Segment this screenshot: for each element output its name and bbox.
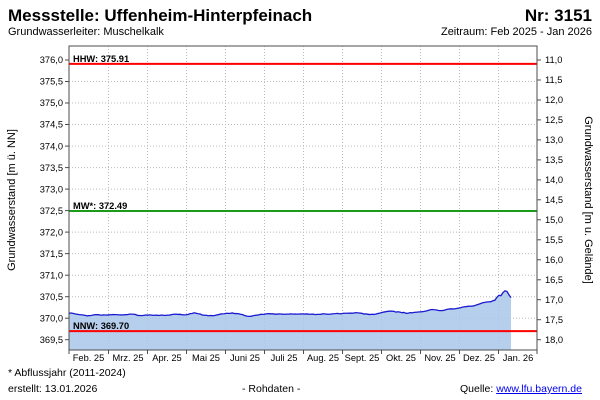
svg-text:11,5: 11,5: [545, 75, 562, 85]
svg-text:Dez. 25: Dez. 25: [463, 353, 495, 363]
svg-text:Apr. 25: Apr. 25: [152, 353, 181, 363]
svg-text:Mai 25: Mai 25: [192, 353, 220, 363]
svg-text:14,5: 14,5: [545, 195, 563, 205]
svg-text:Juli 25: Juli 25: [271, 353, 298, 363]
svg-text:372,0: 372,0: [40, 227, 63, 237]
svg-text:Juni 25: Juni 25: [230, 353, 260, 363]
svg-text:Nov. 25: Nov. 25: [424, 353, 455, 363]
svg-text:12,0: 12,0: [545, 95, 563, 105]
svg-text:Jan. 26: Jan. 26: [503, 353, 534, 363]
svg-text:372,5: 372,5: [40, 206, 63, 216]
svg-text:16,5: 16,5: [545, 275, 563, 285]
svg-text:369,5: 369,5: [40, 335, 63, 345]
svg-text:12,5: 12,5: [545, 115, 563, 125]
svg-text:371,5: 371,5: [40, 249, 63, 259]
svg-text:374,5: 374,5: [40, 120, 63, 130]
svg-text:NNW: 369.70: NNW: 369.70: [73, 321, 129, 331]
svg-text:373,0: 373,0: [40, 184, 63, 194]
svg-text:Aug. 25: Aug. 25: [307, 353, 339, 363]
svg-text:MW*: 372.49: MW*: 372.49: [73, 201, 127, 211]
svg-text:13,5: 13,5: [545, 155, 563, 165]
svg-text:Sept. 25: Sept. 25: [345, 353, 380, 363]
svg-text:17,0: 17,0: [545, 295, 563, 305]
svg-text:11,0: 11,0: [545, 55, 562, 65]
svg-text:15,0: 15,0: [545, 215, 563, 225]
svg-text:375,5: 375,5: [40, 77, 63, 87]
svg-text:HHW: 375.91: HHW: 375.91: [73, 54, 129, 64]
svg-text:17,5: 17,5: [545, 315, 563, 325]
svg-text:370,5: 370,5: [40, 292, 63, 302]
svg-text:14,0: 14,0: [545, 175, 563, 185]
svg-text:374,0: 374,0: [40, 141, 63, 151]
svg-text:Okt. 25: Okt. 25: [386, 353, 416, 363]
svg-text:15,5: 15,5: [545, 235, 563, 245]
svg-text:371,0: 371,0: [40, 270, 63, 280]
svg-text:375,0: 375,0: [40, 98, 63, 108]
svg-text:Feb. 25: Feb. 25: [73, 353, 105, 363]
svg-text:370,0: 370,0: [40, 313, 63, 323]
svg-text:Mrz. 25: Mrz. 25: [113, 353, 144, 363]
svg-text:13,0: 13,0: [545, 135, 563, 145]
svg-text:16,0: 16,0: [545, 255, 563, 265]
svg-text:373,5: 373,5: [40, 163, 63, 173]
svg-text:18,0: 18,0: [545, 335, 563, 345]
svg-text:376,0: 376,0: [40, 55, 63, 65]
